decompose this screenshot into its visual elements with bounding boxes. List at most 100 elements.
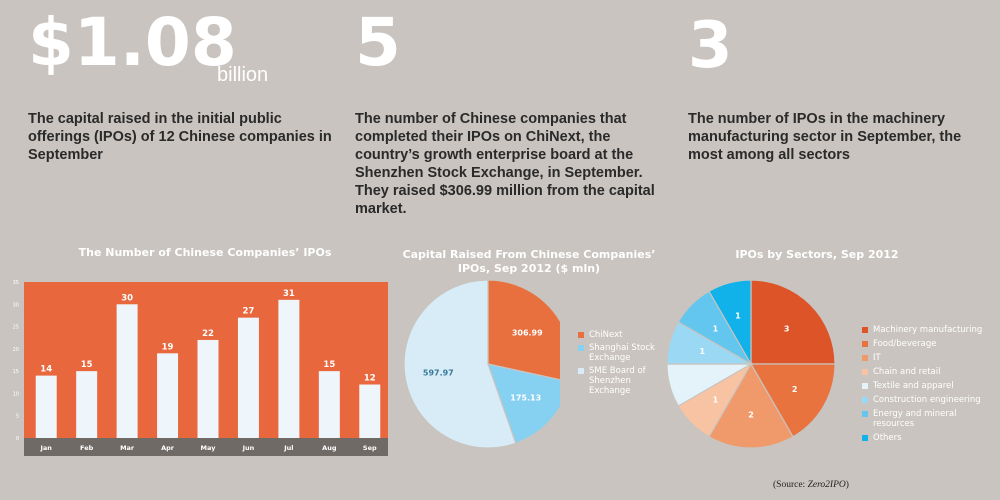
bar-chart-title: The Number of Chinese Companies’ IPOs — [78, 246, 332, 259]
bar-value-label: 27 — [243, 307, 255, 317]
bar-sep — [359, 384, 381, 438]
legend-label: Machinery manufacturing — [873, 325, 983, 335]
x-tick-label: Jan — [40, 444, 53, 452]
capital-pie-slice-label: 597.97 — [423, 368, 454, 377]
legend-swatch — [578, 345, 584, 351]
legend-label: Shanghai Stock Exchange — [589, 343, 655, 363]
sector-pie-slice-label: 1 — [735, 311, 741, 320]
sector-pie-slice-label: 2 — [748, 410, 754, 419]
legend-item-sme: SME Board of Shenzhen Exchange — [578, 366, 658, 396]
legend-swatch — [578, 332, 584, 338]
sector-pie-slice-label: 1 — [700, 347, 706, 356]
capital-pie-slice-label: 175.13 — [510, 393, 541, 402]
bar-jun — [237, 317, 259, 438]
x-tick-label: Jul — [283, 444, 293, 452]
legend-item: Chain and retail — [862, 367, 997, 377]
x-tick-label: Aug — [322, 444, 337, 452]
stat-2-description: The number of Chinese companies that com… — [355, 111, 655, 217]
legend-swatch — [862, 327, 868, 333]
bar-may — [197, 339, 219, 438]
sector-pie-chart: 3 2 2 1 1 1 1 — [666, 279, 836, 449]
y-tick-label: 25 — [13, 325, 19, 331]
source-note: (Source: Zero2IPO) — [773, 480, 849, 490]
legend-label: Textile and apparel — [873, 381, 954, 391]
x-tick-label: May — [201, 444, 217, 452]
sector-pie-slice-label: 1 — [713, 324, 719, 333]
bar-value-label: 15 — [81, 360, 93, 370]
y-tick-label: 15 — [13, 369, 19, 375]
y-tick-label: 30 — [13, 302, 19, 308]
legend-label: SME Board of Shenzhen Exchange — [589, 366, 646, 396]
sector-pie-slice-label: 3 — [784, 324, 790, 333]
legend-swatch — [862, 383, 868, 389]
legend-swatch — [578, 368, 584, 374]
x-axis-band — [24, 438, 388, 456]
capital-pie-slice — [487, 279, 560, 381]
source-label: (Source: — [773, 480, 808, 490]
legend-item: Machinery manufacturing — [862, 325, 997, 335]
legend-item: Others — [862, 433, 997, 443]
legend-label: Construction engineering — [873, 395, 981, 405]
y-tick-label: 35 — [13, 280, 19, 286]
sector-pie-legend: Machinery manufacturing Food/beverage IT Ch… — [862, 325, 997, 447]
bar-jan — [35, 375, 57, 438]
capital-pie-slice-label: 306.99 — [512, 328, 543, 337]
legend-swatch — [862, 435, 868, 441]
x-tick-label: Sep — [363, 444, 377, 452]
legend-item: IT — [862, 353, 997, 363]
y-tick-label: 20 — [13, 347, 19, 353]
sector-pie-slice-label: 2 — [792, 385, 798, 394]
stat-3-value: 3 — [688, 9, 733, 83]
capital-pie-slice — [487, 363, 560, 445]
capital-pie-title: Capital Raised From Chinese Companies’ I… — [402, 248, 656, 275]
bar-value-label: 31 — [283, 289, 295, 299]
legend-swatch — [862, 355, 868, 361]
bar-jul — [278, 299, 300, 438]
x-tick-label: Jun — [242, 444, 255, 452]
stat-1-unit: billion — [217, 64, 269, 86]
bar-feb — [76, 371, 98, 438]
sector-pie-slice — [749, 363, 836, 438]
stat-1-description: The capital raised in the initial public… — [28, 111, 332, 163]
stat-1-value: $1.08 — [28, 4, 237, 81]
legend-label: Food/beverage — [873, 339, 937, 349]
legend-label: ChiNext — [589, 330, 623, 340]
sector-pie-title: IPOs by Sectors, Sep 2012 — [735, 248, 899, 261]
bar-value-label: 15 — [323, 360, 335, 370]
legend-item: Energy and mineral resources — [862, 409, 997, 429]
bar-apr — [157, 353, 179, 438]
bar-mar — [116, 304, 138, 438]
legend-item-shanghai: Shanghai Stock Exchange — [578, 343, 658, 363]
x-tick-label: Apr — [161, 444, 175, 452]
y-tick-label: 5 — [16, 414, 19, 420]
legend-item: Food/beverage — [862, 339, 997, 349]
capital-pie-legend: ChiNext Shanghai Stock Exchange SME Boar… — [578, 330, 658, 396]
bar-value-label: 22 — [202, 329, 214, 339]
bar-value-label: 14 — [40, 365, 52, 375]
legend-swatch — [862, 369, 868, 375]
capital-pie-chart: 306.99 175.13 597.97 — [403, 279, 560, 449]
stat-2-value: 5 — [355, 4, 401, 81]
x-tick-label: Feb — [80, 444, 94, 452]
legend-item: Textile and apparel — [862, 381, 997, 391]
bar-value-label: 12 — [364, 374, 376, 384]
legend-item-chinext: ChiNext — [578, 330, 658, 340]
sector-pie-slice — [708, 362, 794, 449]
legend-item: Construction engineering — [862, 395, 997, 405]
legend-label: Chain and retail — [873, 367, 941, 377]
sector-pie-slice — [708, 279, 752, 367]
y-axis-band — [10, 282, 24, 438]
bar-chart: 0 5 10 15 20 25 30 35 14 Jan 15 Feb 30 Mar 19 Apr 22 May 2… — [10, 280, 388, 456]
bar-value-label: 19 — [162, 342, 174, 352]
x-tick-label: Mar — [120, 444, 135, 452]
sector-pie-slice-label: 1 — [713, 396, 719, 405]
legend-swatch — [862, 411, 868, 417]
legend-swatch — [862, 341, 868, 347]
y-tick-label: 10 — [13, 391, 19, 397]
bar-aug — [318, 371, 340, 438]
bar-value-label: 30 — [121, 293, 133, 303]
source-name: Zero2IPO — [807, 480, 846, 490]
legend-swatch — [862, 397, 868, 403]
stat-3-description: The number of IPOs in the machinery manu… — [688, 111, 962, 163]
legend-label: Others — [873, 433, 902, 443]
